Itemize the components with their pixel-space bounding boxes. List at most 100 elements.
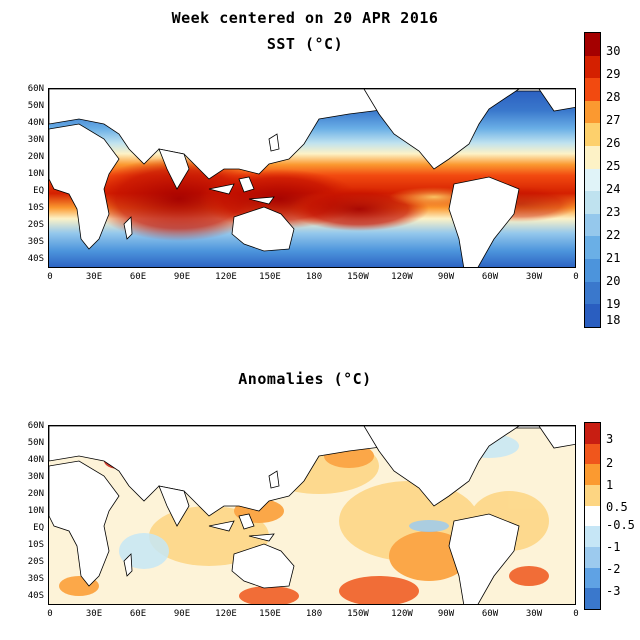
- lon-tick-label: 60W: [481, 272, 499, 282]
- colorbar-label: 0.5: [606, 500, 628, 514]
- colorbar-label: -0.5: [606, 518, 635, 532]
- colorbar-label: 19: [606, 297, 621, 311]
- lon-tick-label: 120E: [215, 272, 237, 282]
- colorbar-swatch: [585, 464, 600, 485]
- lon-tick-label: 30W: [525, 272, 543, 282]
- colorbar-swatch: [585, 484, 600, 506]
- lon-tick-label: 120W: [391, 609, 413, 619]
- lon-tick-label: 30E: [85, 609, 103, 619]
- lat-tick-label: 30S: [27, 574, 44, 584]
- lat-tick-label: 30N: [27, 472, 44, 482]
- lat-tick-label: 20N: [27, 489, 44, 499]
- colorbar-label: 2: [606, 456, 614, 470]
- colorbar-label: -2: [606, 562, 621, 576]
- colorbar-swatch: [585, 78, 600, 101]
- colorbar-label: 21: [606, 251, 621, 265]
- colorbar-label: 23: [606, 205, 621, 219]
- lon-tick-label: 0: [47, 272, 53, 282]
- lat-tick-label: 40S: [27, 591, 44, 601]
- lon-tick-label: 150W: [347, 609, 369, 619]
- lon-tick-label: 60E: [129, 609, 147, 619]
- lon-tick-label: 90W: [437, 609, 455, 619]
- lat-tick-label: 30N: [27, 135, 44, 145]
- colorbar-swatch: [585, 191, 600, 214]
- colorbar-swatch: [585, 588, 600, 609]
- lat-tick-label: 50N: [27, 438, 44, 448]
- colorbar-swatch: [585, 546, 600, 568]
- colorbar-swatch: [585, 146, 600, 169]
- lon-tick-label: 180: [305, 609, 323, 619]
- anomaly-map-canvas: [49, 426, 575, 604]
- lat-tick-label: EQ: [33, 523, 44, 533]
- lat-tick-label: 10S: [27, 540, 44, 550]
- colorbar-swatch: [585, 259, 600, 282]
- lat-tick-label: EQ: [33, 186, 44, 196]
- sst-panel-title: SST (°C): [266, 35, 344, 53]
- colorbar-label: 26: [606, 136, 621, 150]
- colorbar-swatch: [585, 123, 600, 147]
- colorbar-label: 1: [606, 478, 614, 492]
- colorbar-label: 22: [606, 228, 621, 242]
- colorbar-label: 25: [606, 159, 621, 173]
- lon-tick-label: 0: [573, 609, 579, 619]
- lat-tick-label: 30S: [27, 237, 44, 247]
- colorbar-label: 24: [606, 182, 621, 196]
- colorbar-swatch: [585, 213, 600, 237]
- lon-tick-label: 0: [47, 609, 53, 619]
- colorbar-swatch: [585, 304, 600, 327]
- lat-tick-label: 20S: [27, 557, 44, 567]
- colorbar-swatch: [585, 443, 600, 465]
- colorbar-swatch: [585, 281, 600, 305]
- colorbar-label: -1: [606, 540, 621, 554]
- lon-tick-label: 90E: [173, 609, 191, 619]
- lat-tick-label: 20N: [27, 152, 44, 162]
- lon-tick-label: 180: [305, 272, 323, 282]
- colorbar-swatch: [585, 236, 600, 260]
- colorbar-swatch: [585, 567, 600, 589]
- lat-tick-label: 50N: [27, 101, 44, 111]
- anomaly-panel-title: Anomalies (°C): [238, 370, 372, 388]
- lat-tick-label: 10S: [27, 203, 44, 213]
- colorbar-label: 18: [606, 313, 621, 327]
- colorbar-label: 27: [606, 113, 621, 127]
- figure-title: Week centered on 20 APR 2016: [171, 9, 439, 27]
- lat-tick-label: 60N: [27, 84, 44, 94]
- anomaly-colorbar: [584, 422, 601, 610]
- colorbar-label: -3: [606, 584, 621, 598]
- lat-tick-label: 10N: [27, 506, 44, 516]
- colorbar-label: 20: [606, 274, 621, 288]
- lat-tick-label: 40N: [27, 455, 44, 465]
- colorbar-swatch: [585, 55, 600, 79]
- lat-tick-label: 10N: [27, 169, 44, 179]
- sst-colorbar: [584, 32, 601, 328]
- colorbar-swatch: [585, 505, 600, 527]
- colorbar-swatch: [585, 33, 600, 56]
- lon-tick-label: 90W: [437, 272, 455, 282]
- lon-tick-label: 0: [573, 272, 579, 282]
- lon-tick-label: 60W: [481, 609, 499, 619]
- colorbar-label: 30: [606, 44, 621, 58]
- colorbar-label: 28: [606, 90, 621, 104]
- lon-tick-label: 30W: [525, 609, 543, 619]
- sst-map-canvas: [49, 89, 575, 267]
- lat-tick-label: 40N: [27, 118, 44, 128]
- lat-tick-label: 60N: [27, 421, 44, 431]
- lon-tick-label: 150W: [347, 272, 369, 282]
- colorbar-swatch: [585, 100, 600, 124]
- lon-tick-label: 120E: [215, 609, 237, 619]
- colorbar-swatch: [585, 168, 600, 192]
- colorbar-label: 29: [606, 67, 621, 81]
- lon-tick-label: 30E: [85, 272, 103, 282]
- lon-tick-label: 120W: [391, 272, 413, 282]
- lon-tick-label: 90E: [173, 272, 191, 282]
- colorbar-label: 3: [606, 432, 614, 446]
- lat-tick-label: 40S: [27, 254, 44, 264]
- lat-tick-label: 20S: [27, 220, 44, 230]
- lon-tick-label: 150E: [259, 272, 281, 282]
- colorbar-swatch: [585, 423, 600, 444]
- lon-tick-label: 60E: [129, 272, 147, 282]
- anomaly-map: [48, 425, 576, 605]
- sst-map: [48, 88, 576, 268]
- colorbar-swatch: [585, 526, 600, 547]
- lon-tick-label: 150E: [259, 609, 281, 619]
